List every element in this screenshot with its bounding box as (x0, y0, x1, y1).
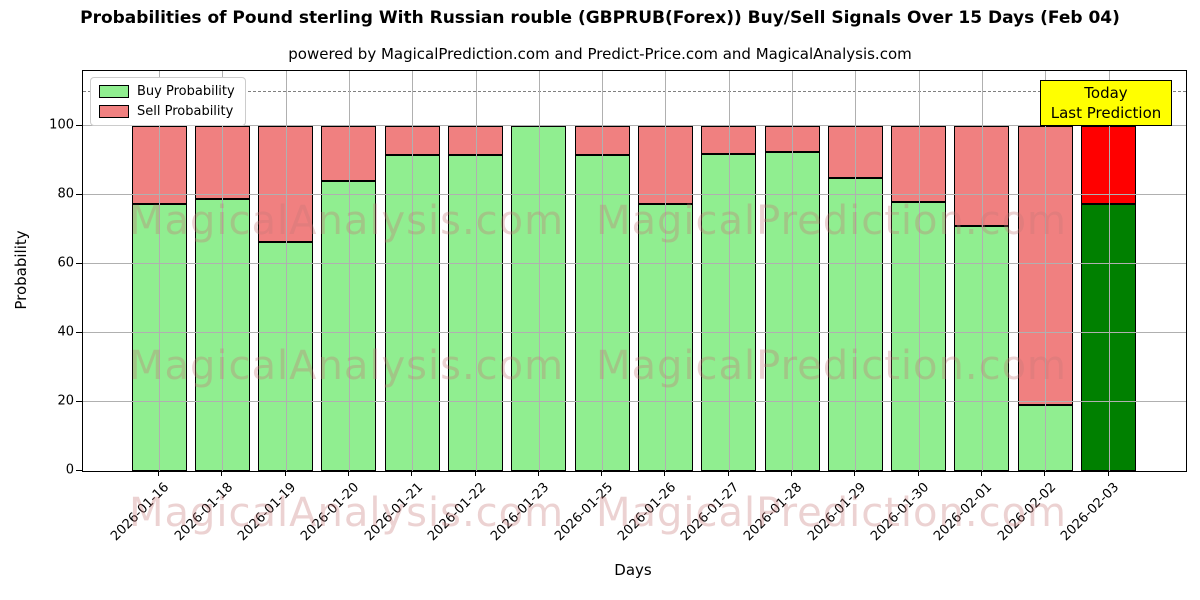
x-gridline (792, 71, 793, 471)
x-tick-mark (1107, 470, 1109, 476)
x-tick-mark (347, 470, 349, 476)
x-tick-mark (601, 470, 603, 476)
y-gridline (83, 263, 1186, 265)
today-annotation-line2: Last Prediction (1050, 104, 1162, 122)
y-gridline (83, 332, 1186, 334)
x-gridline (538, 71, 540, 471)
x-tick-mark (1044, 470, 1046, 476)
x-gridline (855, 71, 857, 471)
x-tick-mark (917, 470, 919, 476)
watermark-text: MagicalAnalysis.com (129, 198, 565, 244)
sell-swatch-icon (99, 105, 129, 118)
x-tick-mark (727, 470, 729, 476)
watermark-text: MagicalPrediction.com (596, 490, 1067, 536)
y-tick-label: 0 (65, 462, 74, 478)
x-tick-mark (474, 470, 476, 476)
today-annotation-box: Today Last Prediction (1040, 80, 1172, 126)
y-tick-label: 40 (57, 324, 74, 340)
y-tick-label: 60 (57, 255, 74, 271)
y-tick-label: 100 (49, 117, 74, 133)
legend-sell-label: Sell Probability (137, 104, 234, 119)
y-axis-label: Probability (12, 230, 30, 310)
buy-swatch-icon (99, 85, 129, 98)
x-gridline (665, 71, 667, 471)
y-gridline (83, 125, 1186, 127)
x-gridline (1108, 71, 1110, 471)
watermark-text: MagicalPrediction.com (596, 198, 1067, 244)
x-gridline (348, 71, 350, 471)
legend-item-sell: Sell Probability (99, 104, 235, 119)
x-gridline (602, 71, 604, 471)
x-tick-mark (158, 470, 159, 476)
y-tick-mark (76, 332, 82, 334)
y-tick-mark (76, 125, 82, 127)
x-gridline (222, 71, 224, 471)
y-tick-mark (76, 401, 82, 403)
x-tick-mark (791, 470, 792, 476)
x-gridline (412, 71, 414, 471)
x-gridline (1045, 71, 1047, 471)
x-gridline (475, 71, 477, 471)
chart-title: Probabilities of Pound sterling With Rus… (80, 8, 1120, 28)
x-gridline (728, 71, 730, 471)
x-tick-mark (411, 470, 413, 476)
x-tick-mark (284, 470, 286, 476)
x-tick-mark (980, 470, 982, 476)
x-tick-mark (221, 470, 223, 476)
x-gridline (981, 71, 983, 471)
x-tick-label: 2026-02-03 (1058, 480, 1123, 545)
watermark-text: MagicalPrediction.com (596, 343, 1067, 389)
y-tick-mark (76, 194, 82, 196)
watermark-text: MagicalAnalysis.com (129, 490, 565, 536)
plot-area: MagicalAnalysis.com MagicalPrediction.com… (82, 70, 1187, 536)
x-gridline (285, 71, 287, 471)
x-axis-label: Days (614, 561, 652, 579)
y-tick-label: 20 (57, 393, 74, 409)
x-tick-mark (664, 470, 666, 476)
watermark-text: MagicalAnalysis.com (129, 343, 565, 389)
x-gridline (918, 71, 920, 471)
legend: Buy Probability Sell Probability (90, 77, 246, 126)
y-gridline (83, 401, 1186, 403)
legend-item-buy: Buy Probability (99, 84, 235, 99)
chart-subtitle: powered by MagicalPrediction.com and Pre… (288, 45, 912, 63)
x-tick-mark (854, 470, 856, 476)
x-gridline (159, 71, 160, 471)
y-tick-mark (76, 263, 82, 265)
x-tick-mark (537, 470, 539, 476)
y-tick-mark (76, 470, 82, 471)
today-annotation-line1: Today (1084, 84, 1128, 102)
y-tick-label: 80 (57, 186, 74, 202)
y-gridline (83, 194, 1186, 196)
legend-buy-label: Buy Probability (137, 84, 235, 99)
dashed-reference-line (83, 90, 1186, 92)
